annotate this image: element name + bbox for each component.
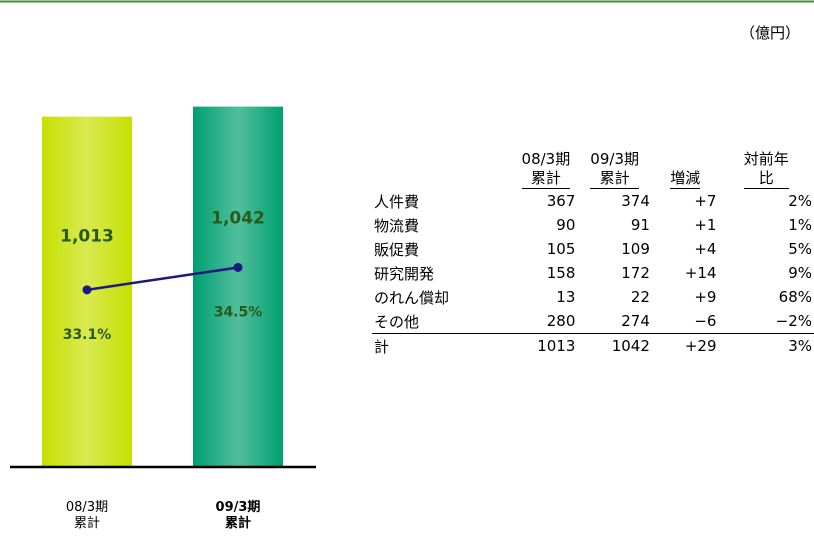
line-point: [82, 285, 92, 295]
cell-value: 68%: [778, 288, 812, 306]
table-row: 研究開発 158 172 +14 9%: [372, 261, 814, 285]
bar-value-label: 1,013: [60, 227, 114, 247]
bar-value-label: 1,042: [211, 209, 265, 229]
line: [86, 266, 239, 292]
x-tick-label: 09/3期 累計: [215, 500, 261, 531]
unit-label: （億円）: [739, 24, 800, 42]
column-header: 09/3期 累計: [577, 150, 652, 189]
column-header-text: 09/3期 累計: [590, 150, 639, 189]
cell-value: 274: [577, 309, 652, 334]
cell-value: +4: [694, 240, 717, 258]
row-label: 研究開発: [374, 264, 435, 283]
column-header-text: 対前年 比: [743, 150, 789, 189]
row-label: 物流費: [374, 216, 420, 235]
cell-value: 158: [546, 264, 576, 282]
cell-value: 9%: [788, 264, 812, 282]
x-tick-label: 08/3期 累計: [65, 500, 109, 531]
cell-value: 374: [621, 192, 650, 210]
cell-value: 3%: [788, 337, 812, 355]
cell-value: +1: [694, 216, 717, 234]
cost-table: 08/3期 累計 09/3期 累計 増減 対前年 比人件費 367 374 +7 2% 物流費 9…: [372, 150, 814, 358]
table-row: 物流費 90 91 +1 1%: [372, 213, 814, 237]
column-header: 対前年 比: [718, 150, 814, 189]
cell-value: 109: [621, 240, 650, 258]
column-header: 08/3期 累計: [514, 150, 577, 189]
cell-value: −6: [651, 309, 719, 334]
cell-value: 105: [546, 240, 576, 258]
cell-value: +7: [694, 192, 717, 210]
cell-value: +9: [694, 288, 717, 306]
bar-shine: [193, 106, 283, 468]
line-point: [233, 262, 243, 272]
row-label: 人件費: [374, 192, 420, 211]
cell-value: 1042: [611, 337, 650, 355]
column-header-text: 増減: [670, 169, 701, 189]
cell-value: −2%: [718, 309, 814, 334]
cell-value: 2%: [788, 192, 812, 210]
cell-value: +29: [684, 337, 717, 355]
line-value-label: 34.5%: [214, 304, 263, 320]
cell-value: 91: [630, 216, 650, 234]
column-header: 増減: [652, 150, 719, 189]
table-row: その他 280 274 −6 −2%: [372, 309, 814, 334]
cell-value: 280: [514, 309, 578, 334]
column-header-text: 08/3期 累計: [521, 150, 571, 189]
cell-value: 22: [630, 288, 650, 306]
cell-value: +14: [684, 264, 717, 282]
row-label: 販促費: [374, 240, 420, 259]
table-row: 計 1013 1042 +29 3%: [372, 334, 814, 359]
row-label: 計: [374, 337, 390, 356]
table-row: 人件費 367 374 +7 2%: [372, 189, 814, 213]
table-row: のれん償却 13 22 +9 68%: [372, 285, 814, 309]
cell-value: 90: [556, 216, 576, 234]
line-value-label: 33.1%: [63, 327, 112, 343]
cell-value: 367: [546, 192, 576, 210]
row-label: その他: [372, 309, 515, 334]
cell-value: 13: [556, 288, 576, 306]
cell-value: 1013: [537, 337, 576, 355]
row-label: のれん償却: [374, 288, 450, 307]
cell-value: 5%: [788, 240, 812, 258]
table-row: 販促費 105 109 +4 5%: [372, 237, 814, 261]
cell-value: 1%: [788, 216, 812, 234]
cell-value: 172: [621, 264, 650, 282]
